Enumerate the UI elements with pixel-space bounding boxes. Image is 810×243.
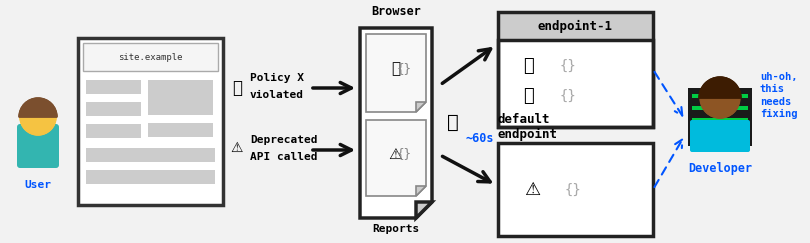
Bar	[498, 12, 653, 40]
Bar	[498, 12, 653, 127]
Ellipse shape	[701, 82, 739, 118]
Text: {}: {}	[560, 89, 577, 103]
Bar	[86, 102, 141, 116]
Circle shape	[700, 78, 740, 118]
Bar	[498, 143, 653, 236]
Bar	[86, 124, 141, 138]
Ellipse shape	[20, 99, 56, 135]
Polygon shape	[416, 202, 432, 218]
Text: 💥: 💥	[391, 61, 401, 77]
Polygon shape	[366, 34, 426, 112]
Text: {}: {}	[560, 59, 577, 73]
Polygon shape	[360, 28, 432, 218]
Bar	[692, 118, 748, 122]
Text: site.example: site.example	[118, 52, 183, 61]
Text: 💥: 💥	[522, 87, 533, 105]
Bar	[692, 106, 748, 110]
Wedge shape	[19, 98, 57, 117]
Text: User: User	[24, 180, 52, 190]
Text: {}: {}	[397, 148, 411, 160]
Bar	[692, 94, 748, 98]
Text: default
endpoint: default endpoint	[498, 113, 558, 141]
Text: Deprecated: Deprecated	[250, 135, 318, 145]
Text: 💥: 💥	[232, 79, 242, 97]
Polygon shape	[416, 186, 426, 196]
Polygon shape	[416, 102, 426, 112]
Bar	[83, 43, 218, 71]
Text: Browser: Browser	[371, 5, 421, 18]
Wedge shape	[699, 77, 741, 98]
Text: API called: API called	[250, 152, 318, 162]
Text: ⚠️: ⚠️	[231, 141, 243, 155]
Text: violated: violated	[250, 90, 304, 100]
Bar	[498, 40, 653, 127]
Text: ~60s: ~60s	[465, 131, 493, 145]
Wedge shape	[699, 77, 741, 98]
Bar	[86, 148, 215, 162]
Bar	[78, 38, 223, 205]
Bar	[86, 170, 215, 184]
Text: ⚠️: ⚠️	[389, 147, 403, 162]
Text: Policy X: Policy X	[250, 73, 304, 83]
FancyBboxPatch shape	[690, 120, 750, 152]
Text: Reports: Reports	[373, 224, 420, 234]
Bar	[688, 88, 752, 146]
Text: endpoint-1: endpoint-1	[538, 19, 613, 33]
Bar	[86, 80, 141, 94]
Bar	[692, 130, 748, 134]
Text: ⚠️: ⚠️	[525, 181, 541, 199]
Text: ⏳: ⏳	[447, 113, 459, 131]
FancyBboxPatch shape	[17, 124, 59, 168]
Circle shape	[20, 99, 56, 135]
Text: Developer: Developer	[688, 162, 752, 175]
Wedge shape	[19, 98, 57, 117]
Bar	[148, 80, 213, 115]
Polygon shape	[366, 120, 426, 196]
Text: {}: {}	[397, 62, 411, 76]
Text: {}: {}	[565, 182, 582, 197]
Text: 💥: 💥	[522, 57, 533, 75]
Text: uh-oh,
this
needs
fixing: uh-oh, this needs fixing	[760, 72, 798, 119]
Bar	[148, 123, 213, 137]
